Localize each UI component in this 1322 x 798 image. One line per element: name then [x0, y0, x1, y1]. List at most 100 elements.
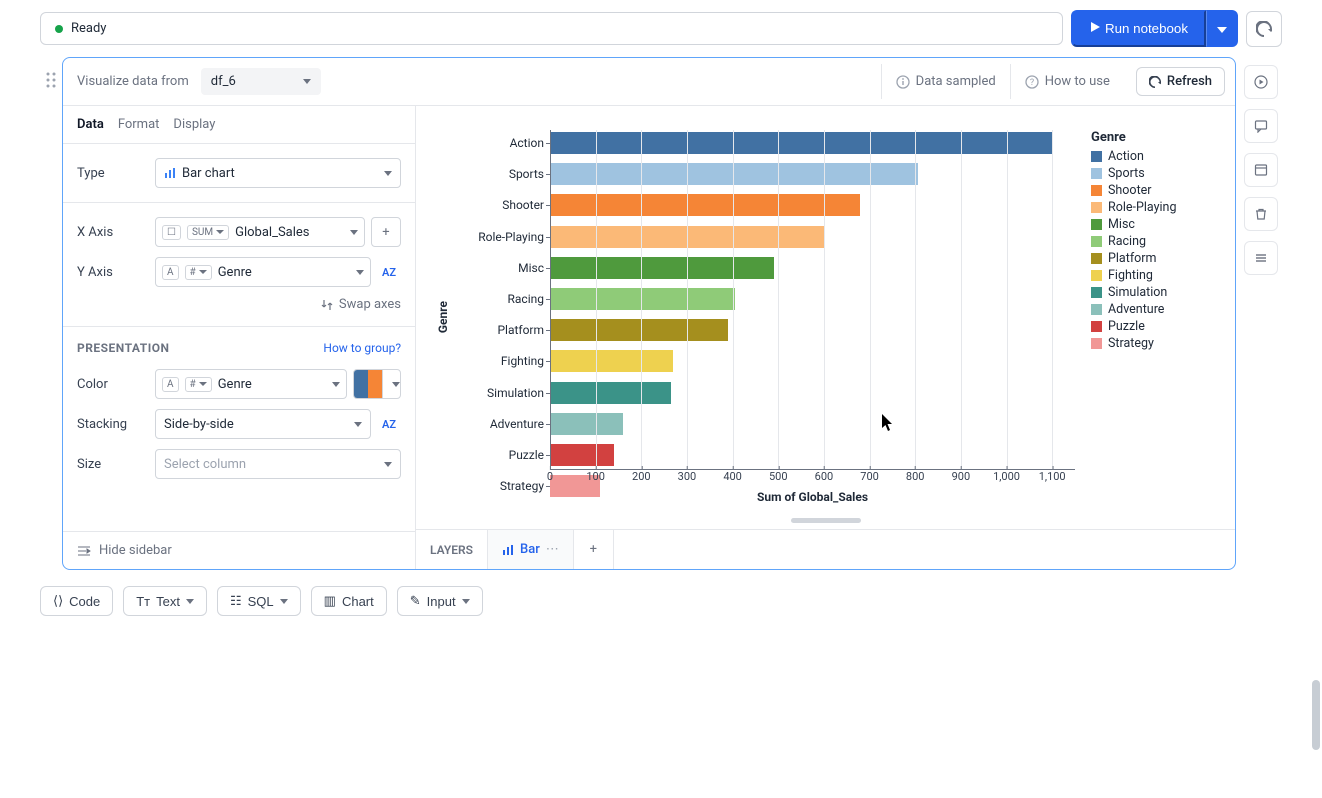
add-layer-button[interactable]: + — [574, 530, 614, 569]
layer-tab-bar[interactable]: Bar ⋯ — [487, 530, 574, 569]
legend-swatch — [1091, 253, 1102, 264]
horizontal-scrollbar[interactable] — [791, 518, 861, 523]
legend-item[interactable]: Puzzle — [1091, 319, 1215, 334]
drag-icon — [45, 71, 57, 89]
xaxis-label: X Axis — [77, 225, 155, 240]
reload-button[interactable] — [1246, 11, 1282, 47]
yaxis-select[interactable]: A # Genre — [155, 257, 371, 287]
source-select[interactable]: df_6 — [201, 68, 321, 95]
stacking-label: Stacking — [77, 417, 155, 432]
chevron-down-icon — [392, 382, 400, 387]
data-sampled-label: Data sampled — [916, 74, 996, 89]
legend-label: Puzzle — [1108, 319, 1145, 334]
chevron-down-icon — [186, 599, 194, 604]
chevron-down-icon — [462, 599, 470, 604]
add-text-button[interactable]: TᴛText — [123, 586, 207, 616]
data-sampled-indicator[interactable]: Data sampled — [881, 64, 1010, 99]
layer-tab-menu-icon[interactable]: ⋯ — [546, 542, 559, 557]
chevron-down-icon — [216, 230, 224, 234]
run-notebook-caret-button[interactable] — [1206, 10, 1238, 47]
gridline — [733, 130, 734, 470]
xaxis-field: Global_Sales — [235, 225, 309, 240]
hash-badge[interactable]: # — [185, 377, 212, 392]
xtick-label: 800 — [906, 470, 925, 483]
type-label: Type — [77, 166, 155, 181]
legend-item[interactable]: Misc — [1091, 217, 1215, 232]
play-icon — [1089, 21, 1101, 33]
add-code-button[interactable]: ⟨⟩Code — [40, 586, 113, 616]
legend-item[interactable]: Racing — [1091, 234, 1215, 249]
help-icon: ? — [1025, 75, 1039, 89]
xaxis-select[interactable]: ☐ SUM Global_Sales — [155, 217, 365, 247]
add-sql-label: SQL — [248, 594, 274, 609]
yaxis-title: Genre — [436, 301, 450, 333]
column-type-badge: A — [162, 265, 179, 280]
legend-swatch — [1091, 236, 1102, 247]
yaxis-label: Y Axis — [77, 265, 155, 280]
sort-yaxis-button[interactable]: AZ — [377, 257, 401, 287]
y-axis-line — [550, 130, 551, 470]
tab-data[interactable]: Data — [77, 106, 104, 143]
gridline — [687, 130, 688, 470]
page-scrollbar[interactable] — [1312, 680, 1320, 750]
legend-item[interactable]: Simulation — [1091, 285, 1215, 300]
stacking-value: Side-by-side — [164, 417, 234, 432]
xtick-label: 600 — [815, 470, 834, 483]
color-palette-button[interactable] — [353, 369, 401, 399]
rail-run-button[interactable] — [1244, 65, 1278, 99]
gridline — [641, 130, 642, 470]
hash-badge[interactable]: # — [185, 265, 212, 280]
legend-item[interactable]: Platform — [1091, 251, 1215, 266]
hide-sidebar-button[interactable]: Hide sidebar — [63, 531, 415, 569]
legend-label: Sports — [1108, 166, 1145, 181]
swap-axes-button[interactable]: Swap axes — [77, 297, 401, 312]
legend-item[interactable]: Strategy — [1091, 336, 1215, 351]
rail-delete-button[interactable] — [1244, 197, 1278, 231]
rail-comment-button[interactable] — [1244, 109, 1278, 143]
agg-select[interactable]: SUM — [187, 225, 229, 240]
legend-item[interactable]: Fighting — [1091, 268, 1215, 283]
legend-label: Adventure — [1108, 302, 1164, 317]
chevron-down-icon — [199, 382, 207, 386]
how-to-use-button[interactable]: ? How to use — [1010, 64, 1124, 99]
gridline — [1007, 130, 1008, 470]
legend-item[interactable]: Adventure — [1091, 302, 1215, 317]
legend-item[interactable]: Shooter — [1091, 183, 1215, 198]
chart-plot[interactable]: ActionSportsShooterRole-PlayingMiscRacin… — [456, 130, 1075, 504]
tab-format[interactable]: Format — [118, 106, 160, 143]
color-select[interactable]: A # Genre — [155, 369, 347, 399]
ytick-label: Role-Playing — [456, 230, 550, 244]
legend-title: Genre — [1091, 130, 1215, 145]
type-select[interactable]: Bar chart — [155, 158, 401, 188]
visualize-prefix: Visualize data from — [77, 74, 189, 89]
agg-label: SUM — [192, 227, 213, 238]
legend-swatch — [1091, 270, 1102, 281]
how-to-group-link[interactable]: How to group? — [323, 341, 401, 355]
rail-menu-button[interactable] — [1244, 241, 1278, 275]
layers-label: LAYERS — [416, 543, 487, 557]
run-notebook-button[interactable]: Run notebook — [1071, 10, 1206, 47]
cell-drag-handle[interactable] — [40, 57, 62, 570]
tab-display[interactable]: Display — [173, 106, 215, 143]
rail-panel-button[interactable] — [1244, 153, 1278, 187]
legend-item[interactable]: Sports — [1091, 166, 1215, 181]
legend-swatch — [1091, 202, 1102, 213]
legend-item[interactable]: Role-Playing — [1091, 200, 1215, 215]
info-icon — [896, 75, 910, 89]
xtick-label: 1,100 — [1039, 470, 1066, 483]
stacking-select[interactable]: Side-by-side — [155, 409, 371, 439]
legend-item[interactable]: Action — [1091, 149, 1215, 164]
refresh-button[interactable]: Refresh — [1136, 67, 1225, 96]
column-type-badge: ☐ — [162, 225, 181, 240]
add-xaxis-button[interactable]: + — [371, 217, 401, 247]
add-input-button[interactable]: ✎Input — [397, 586, 483, 616]
sort-stacking-button[interactable]: AZ — [377, 409, 401, 439]
add-chart-button[interactable]: ▥Chart — [311, 586, 387, 616]
sql-icon: ☷ — [230, 593, 242, 609]
gridline — [596, 130, 597, 470]
xtick-label: 1,000 — [993, 470, 1020, 483]
size-select[interactable]: Select column — [155, 449, 401, 479]
add-sql-button[interactable]: ☷ SQL — [217, 586, 301, 616]
refresh-icon — [1256, 21, 1272, 37]
legend-label: Misc — [1108, 217, 1135, 232]
